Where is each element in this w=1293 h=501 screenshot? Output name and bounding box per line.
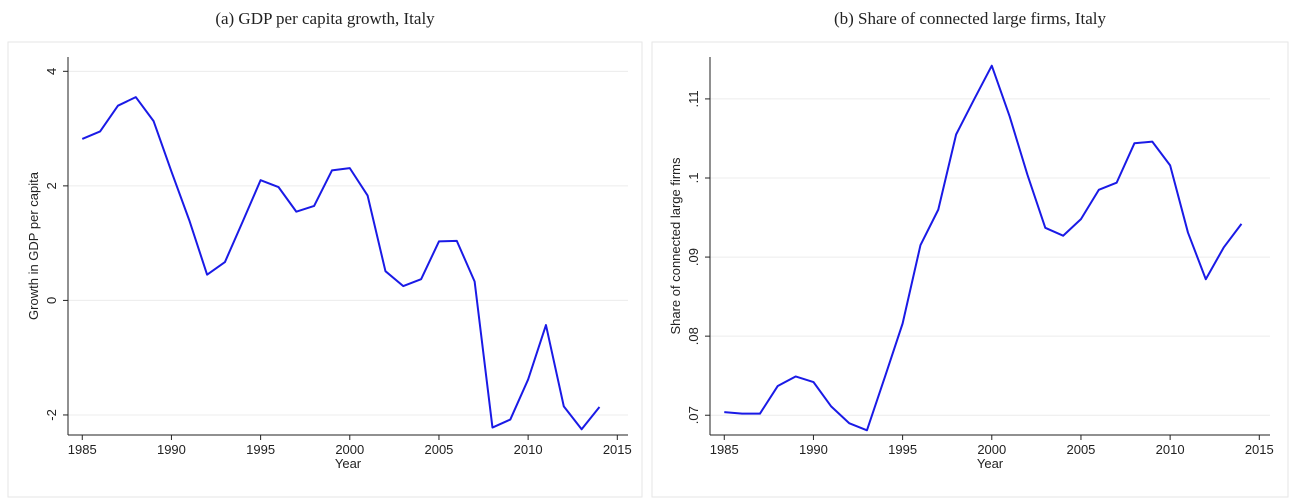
y-tick-label: .11 — [686, 90, 701, 107]
x-tick-label: 2015 — [603, 442, 632, 457]
y-tick-label: .09 — [686, 248, 701, 266]
x-axis-label: Year — [977, 456, 1004, 471]
y-tick-label: -2 — [44, 409, 59, 421]
y-axis-label: Share of connected large firms — [668, 157, 683, 335]
x-tick-label: 1985 — [710, 442, 739, 457]
x-tick-label: 2005 — [1066, 442, 1095, 457]
x-tick-label: 2005 — [424, 442, 453, 457]
x-tick-label: 1995 — [888, 442, 917, 457]
chart-title: (a) GDP per capita growth, Italy — [215, 9, 435, 28]
x-tick-label: 1990 — [799, 442, 828, 457]
data-line — [81, 96, 601, 431]
chart-title: (b) Share of connected large firms, Ital… — [834, 9, 1107, 28]
x-tick-label: 2015 — [1245, 442, 1274, 457]
x-tick-label: 1990 — [157, 442, 186, 457]
x-tick-label: 1995 — [246, 442, 275, 457]
x-tick-label: 2010 — [514, 442, 543, 457]
y-tick-label: 0 — [44, 297, 59, 304]
y-tick-label: 4 — [44, 68, 59, 75]
x-tick-label: 2000 — [977, 442, 1006, 457]
y-tick-label: .08 — [686, 327, 701, 345]
y-axis-label: Growth in GDP per capita — [26, 171, 41, 320]
data-line — [724, 64, 1243, 432]
y-tick-label: 2 — [44, 182, 59, 189]
x-tick-label: 1985 — [68, 442, 97, 457]
x-tick-label: 2010 — [1156, 442, 1185, 457]
panel-frame — [7, 41, 643, 498]
x-axis-label: Year — [335, 456, 362, 471]
y-tick-label: .07 — [686, 406, 701, 424]
panel-frame — [651, 41, 1289, 498]
x-tick-label: 2000 — [335, 442, 364, 457]
y-tick-label: .1 — [686, 173, 701, 184]
